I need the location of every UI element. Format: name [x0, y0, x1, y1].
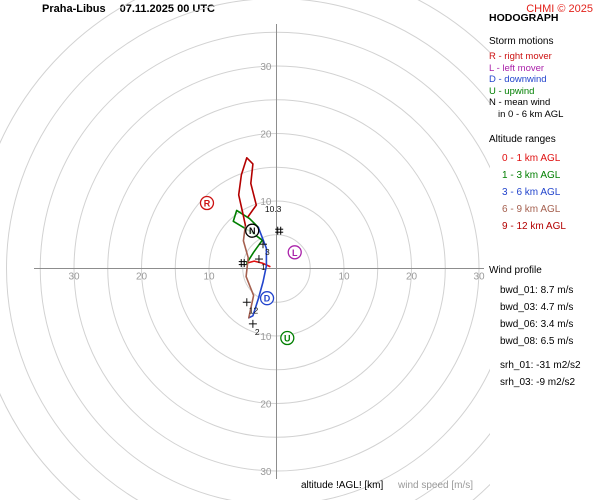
svg-text:N: N	[249, 226, 256, 236]
storm-motion-legend-u: U - upwind	[489, 85, 535, 97]
x-tick-label: 30	[473, 272, 485, 283]
storm-motion-marker-l: L	[287, 245, 302, 260]
wind-trace-1-3-km-agl	[232, 209, 264, 264]
wind-trace-3-6-km-agl	[248, 226, 268, 319]
wind-profile-stat: bwd_03: 4.7 m/s	[500, 301, 574, 313]
svg-text:R: R	[204, 199, 211, 209]
srh-stat: srh_03: -9 m2/s2	[500, 376, 576, 388]
altitude-ranges-list: 0 - 1 km AGL 1 - 3 km AGL 3 - 6 km AGL 6 - …	[489, 150, 599, 235]
altitude-range-item: 6 - 9 km AGL	[502, 203, 561, 215]
storm-motion-marker-u: U	[280, 330, 295, 346]
grid-circle-45	[0, 0, 490, 500]
wind-profile-title: Wind profile	[489, 264, 542, 276]
altitude-mark-label: 12	[249, 305, 259, 315]
altitude-mark-2: 2	[248, 319, 260, 337]
y-tick-label: 20	[260, 130, 272, 141]
storm-motions-title: Storm motions	[489, 36, 554, 47]
storm-motion-legend-l: L - left mover	[489, 62, 545, 74]
x-tick-label: 20	[136, 272, 148, 283]
y-tick-label: 10	[260, 197, 272, 208]
altitude-mark-12: 12	[242, 298, 259, 315]
altitude-ranges-title: Altitude ranges	[489, 133, 556, 145]
altitude-range-item: 3 - 6 km AGL	[502, 186, 561, 198]
altitude-mark-3: 3	[259, 240, 270, 257]
altitude-range-item: 9 - 12 km AGL	[502, 220, 566, 232]
hash-point-marker	[275, 226, 284, 235]
storm-motion-legend-n: N - mean wind	[489, 97, 551, 108]
copyright-label: CHMI © 2025	[526, 3, 593, 15]
wind-trace-9-12-km-agl	[237, 157, 258, 227]
x-tick-label: 10	[338, 272, 350, 283]
trace-annotation: 10.3	[265, 204, 282, 214]
svg-text:U: U	[284, 334, 291, 344]
storm-motions-list: R - right mover L - left mover D - downwin…	[489, 51, 599, 120]
wind-speed-axis-label: wind speed [m/s]	[398, 480, 474, 491]
wind-profile-stat: bwd_08: 6.5 m/s	[500, 335, 574, 347]
svg-text:D: D	[264, 294, 271, 304]
storm-motion-legend-r: R - right mover	[489, 51, 552, 62]
wind-profile-list: bwd_01: 8.7 m/s bwd_03: 4.7 m/s bwd_06: 3.…	[489, 282, 599, 350]
altitude-range-item: 0 - 1 km AGL	[502, 152, 561, 164]
y-tick-label: 10	[260, 332, 272, 343]
altitude-mark-label: 3	[265, 247, 270, 257]
storm-motion-marker-d: D	[259, 291, 275, 306]
y-tick-label: 20	[260, 400, 272, 411]
altitude-mark-label: 2	[255, 327, 260, 337]
y-tick-label: 30	[260, 467, 272, 478]
hash-point-marker	[238, 259, 247, 268]
legend-sidebar: HODOGRAPH Storm motions R - right mover L…	[489, 12, 599, 391]
storm-motion-legend-n-sub: in 0 - 6 km AGL	[498, 108, 564, 120]
altitude-mark-1: 1	[254, 255, 266, 272]
storm-motion-marker-r: R	[199, 195, 215, 211]
altitude-axis-label: altitude !AGL! [km]	[301, 480, 384, 491]
svg-text:L: L	[292, 248, 298, 258]
hodograph-plot: 10 10 10 10 20 20 20 20 30 30 30 30 1 3 12 2 10.3 R N L D U	[0, 0, 490, 500]
srh-stat: srh_01: -31 m2/s2	[500, 359, 581, 371]
storm-motion-legend-d: D - downwind	[489, 74, 547, 85]
altitude-range-item: 1 - 3 km AGL	[502, 169, 561, 181]
y-tick-label: 30	[260, 62, 272, 73]
grid-circle-40	[6, 0, 490, 500]
altitude-mark-label: 1	[261, 262, 266, 272]
wind-profile-stat: bwd_01: 8.7 m/s	[500, 284, 574, 296]
x-tick-label: 30	[68, 272, 80, 283]
legend-title: HODOGRAPH	[489, 12, 559, 24]
storm-motion-marker-n: N	[245, 223, 260, 238]
wind-trace-6-9-km-agl	[242, 224, 255, 319]
wind-profile-stat: bwd_06: 3.4 m/s	[500, 318, 574, 330]
station-name: Praha-Libus	[42, 3, 106, 15]
x-tick-label: 20	[406, 272, 418, 283]
srh-list: srh_01: -31 m2/s2 srh_03: -9 m2/s2	[489, 357, 599, 391]
x-tick-label: 10	[203, 272, 215, 283]
